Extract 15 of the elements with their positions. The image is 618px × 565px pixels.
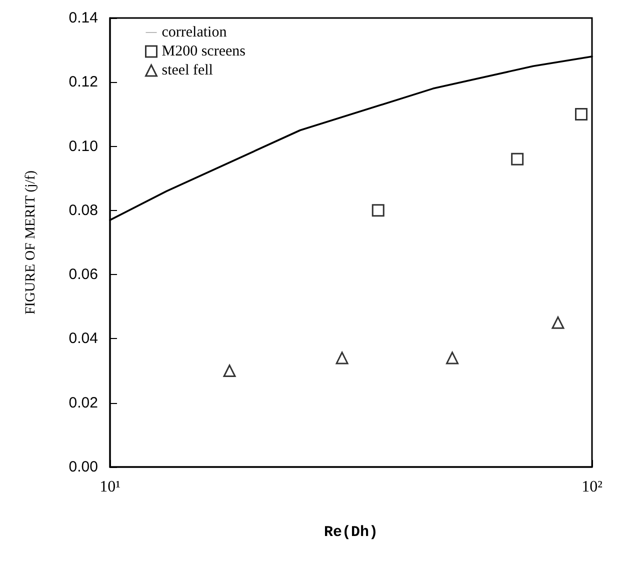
y-tick-label: 0.08: [68, 202, 98, 219]
y-tick-label: 0.06: [68, 266, 98, 284]
y-tick-label: 0.14: [68, 10, 98, 26]
legend-label: M200 screens: [162, 44, 246, 60]
legend-label: correlation: [162, 24, 228, 40]
x-tick-label: 10¹: [100, 478, 121, 496]
y-tick-label: 0.04: [68, 330, 98, 348]
y-tick-label: 0.12: [68, 74, 98, 91]
y-tick-label: 0.10: [68, 138, 98, 155]
y-tick-label: 0.00: [68, 458, 98, 476]
legend-label: steel fell: [162, 62, 213, 78]
y-tick-label: 0.02: [68, 394, 98, 412]
x-tick-label: 10²: [582, 478, 603, 496]
x-axis-title: Re(Dh): [324, 524, 378, 541]
y-axis-title: FIGURE OF MERIT (j/f): [24, 170, 38, 315]
